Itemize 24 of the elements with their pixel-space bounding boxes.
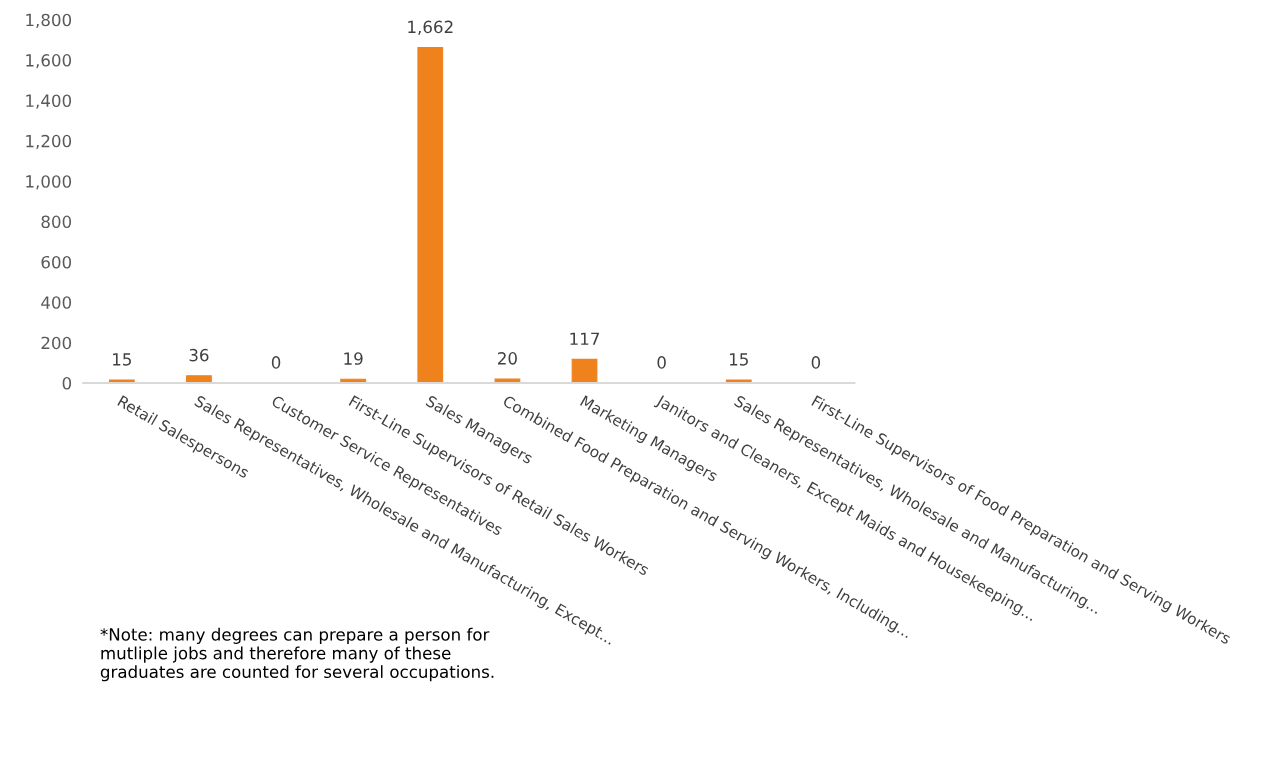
data-label: 19 — [344, 352, 363, 365]
data-label: 20 — [498, 352, 517, 365]
y-tick-label: 1,800 — [26, 13, 72, 28]
data-label: 1,662 — [408, 20, 453, 35]
y-tick-label: 1,600 — [26, 54, 72, 69]
y-tick-label: 800 — [41, 215, 72, 229]
data-label: 0 — [657, 356, 666, 369]
y-tick-label: 200 — [41, 336, 72, 350]
bar — [186, 375, 212, 384]
y-tick-label: 600 — [41, 255, 72, 269]
data-label: 36 — [189, 348, 209, 362]
y-tick-label: 1,000 — [26, 175, 72, 190]
data-label: 15 — [113, 353, 131, 366]
data-label: 0 — [271, 356, 281, 369]
y-tick-label: 1,400 — [26, 94, 72, 109]
data-label: 117 — [570, 332, 599, 345]
bar — [417, 46, 444, 384]
y-tick-label: 400 — [41, 296, 72, 309]
data-label: 0 — [811, 356, 821, 369]
data-label: 15 — [729, 353, 748, 366]
y-tick-label: 1,200 — [26, 134, 72, 150]
text: *Note: many degrees can prepare a person for mutliple jobs and therefore many of these graduates are counted for several occupations. — [100, 627, 494, 682]
bar — [571, 358, 598, 384]
y-tick-label: 0 — [62, 377, 72, 390]
